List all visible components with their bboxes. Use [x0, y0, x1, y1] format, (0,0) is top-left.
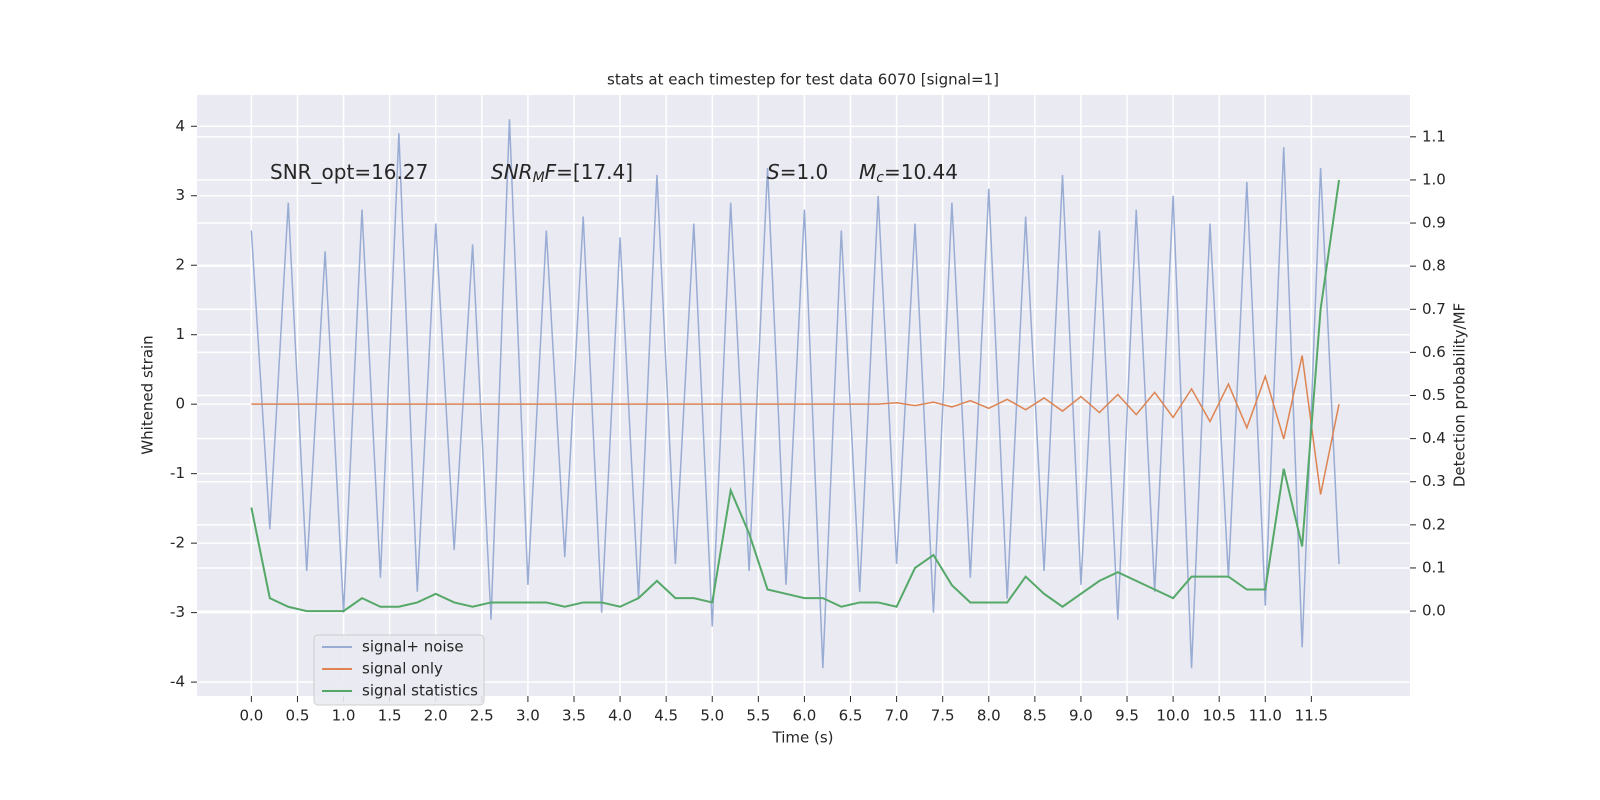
x-tick-label: 4.0	[608, 707, 632, 725]
y-tick-label: -2	[170, 534, 185, 552]
x-tick-label: 1.0	[332, 707, 356, 725]
y-tick-label: 3	[175, 186, 185, 204]
annotation-part: M	[533, 170, 545, 186]
y-tick-label: -1	[170, 464, 185, 482]
series-line	[250, 119, 1340, 669]
chart-title: stats at each timestep for test data 607…	[607, 71, 999, 89]
y2-tick-label: 0.7	[1422, 300, 1446, 318]
annotation-part: =[17.4]	[556, 160, 633, 184]
annotation-part: SNR	[491, 160, 533, 184]
y-tick-label: -4	[170, 673, 185, 691]
series-line	[251, 355, 1340, 495]
y2-tick-label: 0.5	[1422, 386, 1446, 404]
annotation: S=1.0	[767, 160, 828, 184]
y2-tick-label: 0.9	[1422, 214, 1446, 232]
x-tick-label: 9.5	[1115, 707, 1139, 725]
y2-tick-label: 0.1	[1422, 558, 1446, 576]
y2-tick-label: 0.0	[1422, 602, 1446, 620]
x-tick-label: 8.5	[1023, 707, 1047, 725]
x-tick-label: 9.0	[1069, 707, 1093, 725]
x-tick-label: 0.5	[286, 707, 310, 725]
y2-axis-label: Detection probability/MF	[1451, 303, 1469, 487]
y2-tick-label: 1.1	[1422, 127, 1446, 145]
annotation-part: c	[876, 170, 884, 186]
annotation-part: S	[767, 160, 780, 184]
y-tick-label: 2	[175, 256, 185, 274]
y2-tick-label: 1.0	[1422, 170, 1446, 188]
x-tick-label: 0.0	[239, 707, 263, 725]
annotation-part: =1.0	[780, 160, 829, 184]
legend-label: signal+ noise	[362, 638, 464, 656]
legend-label: signal statistics	[362, 682, 478, 700]
x-tick-label: 7.0	[885, 707, 909, 725]
y-tick-label: 0	[175, 395, 185, 413]
x-tick-label: 3.0	[516, 707, 540, 725]
x-tick-label: 8.0	[977, 707, 1001, 725]
y2-tick-label: 0.4	[1422, 429, 1446, 447]
x-tick-label: 1.5	[378, 707, 402, 725]
x-tick-label: 5.0	[700, 707, 724, 725]
x-tick-label: 4.5	[654, 707, 678, 725]
annotation-part: M	[859, 160, 876, 184]
x-tick-label: 5.5	[746, 707, 770, 725]
annotation-part: =10.44	[884, 160, 958, 184]
x-tick-label: 10.5	[1202, 707, 1235, 725]
legend-box	[313, 634, 485, 706]
annotation: SNR_opt=16.27	[270, 160, 428, 184]
x-tick-label: 10.0	[1156, 707, 1189, 725]
y2-tick-label: 0.8	[1422, 257, 1446, 275]
y2-tick-label: 0.6	[1422, 343, 1446, 361]
y-tick-label: 1	[175, 325, 185, 343]
y2-tick-label: 0.3	[1422, 472, 1446, 490]
y-axis-label: Whitened strain	[139, 335, 157, 454]
series-line	[250, 179, 1341, 613]
annotation-part: F	[545, 160, 557, 184]
x-tick-label: 11.5	[1295, 707, 1328, 725]
x-tick-label: 6.5	[839, 707, 863, 725]
x-tick-label: 3.5	[562, 707, 586, 725]
annotation: SNRMF=[17.4]	[491, 160, 633, 187]
y2-tick-label: 0.2	[1422, 515, 1446, 533]
x-tick-label: 2.5	[470, 707, 494, 725]
legend-label: signal only	[362, 660, 443, 678]
annotation: Mc=10.44	[859, 160, 958, 187]
x-tick-label: 6.0	[792, 707, 816, 725]
x-tick-label: 2.0	[424, 707, 448, 725]
x-axis-label: Time (s)	[772, 729, 834, 747]
x-tick-label: 11.0	[1249, 707, 1282, 725]
annotation-part: SNR_opt=16.27	[270, 160, 428, 184]
x-tick-label: 7.5	[931, 707, 955, 725]
y-tick-label: -3	[170, 603, 185, 621]
y-tick-label: 4	[175, 117, 185, 135]
